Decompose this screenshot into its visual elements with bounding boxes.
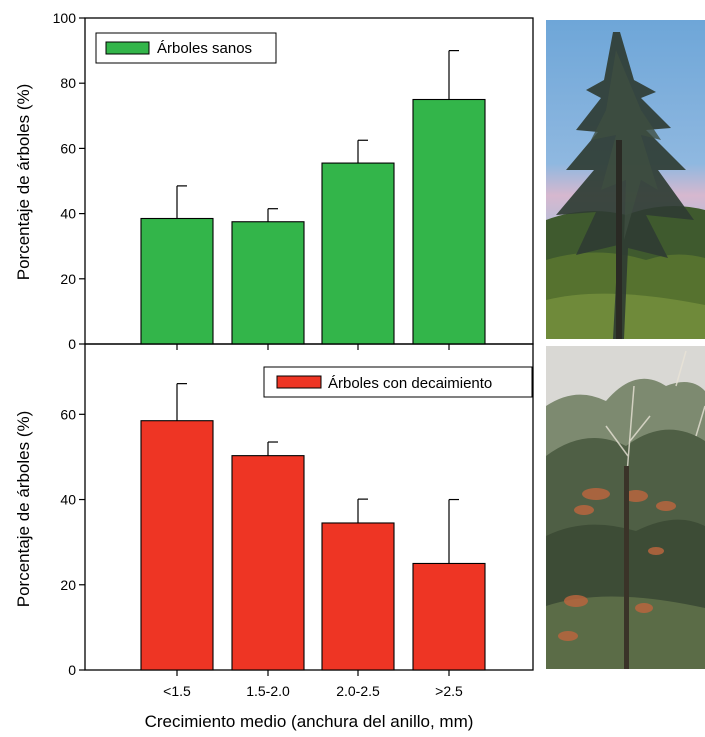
y-axis-title-bottom: Porcentaje de árboles (%) [14,411,33,608]
bar-bottom-3 [412,562,486,671]
healthy-cedar-tree-photo [546,20,705,339]
healthy-cedar-tree-icon [546,20,705,339]
bar-top-2 [321,162,395,345]
plot-frame-bottom [84,343,534,671]
y-tick-label-top-5: 100 [53,10,77,26]
legend-bottom: Árboles con decaimiento [263,366,533,398]
x-tick-label-0: <1.5 [163,683,191,699]
y-axis-title-top: Porcentaje de árboles (%) [14,84,33,281]
x-tick-label-3: >2.5 [435,683,463,699]
legend-swatch-declining [276,375,322,389]
x-tick-label-2: 2.0-2.5 [336,683,380,699]
y-tick-label-bottom-3: 60 [60,406,76,422]
bar-top-3 [412,98,486,345]
bar-top-0 [140,217,214,345]
bar-bottom-1 [231,455,305,671]
y-tick-label-top-3: 60 [60,140,76,156]
legend-label-healthy: Árboles sanos [157,40,252,57]
bar-bottom-2 [321,522,395,671]
x-axis-title: Crecimiento medio (anchura del anillo, m… [145,712,474,731]
legend-swatch-healthy [105,41,150,55]
y-tick-label-bottom-1: 20 [60,577,76,593]
y-tick-label-bottom-2: 40 [60,492,76,508]
bar-bottom-0 [140,420,214,671]
y-tick-label-top-4: 80 [60,75,76,91]
panel-healthy-trees: 0 20 40 60 80 100 Porcentaje de árboles (%) Á… [14,10,534,352]
y-tick-label-top-2: 40 [60,206,76,222]
bar-top-1 [231,221,305,345]
y-tick-label-bottom-0: 0 [68,662,76,678]
y-tick-label-top-0: 0 [68,336,76,352]
panel-declining-trees: 0 20 40 60 <1.5 1.5-2.0 2.0-2.5 >2.5 Porcentaj… [14,343,534,699]
legend-top: Árboles sanos [95,32,277,64]
legend-label-declining: Árboles con decaimiento [328,375,492,392]
y-tick-label-top-1: 20 [60,271,76,287]
declining-cedar-tree-icon [546,346,705,669]
x-tick-label-1: 1.5-2.0 [246,683,290,699]
declining-cedar-tree-photo [546,346,705,669]
